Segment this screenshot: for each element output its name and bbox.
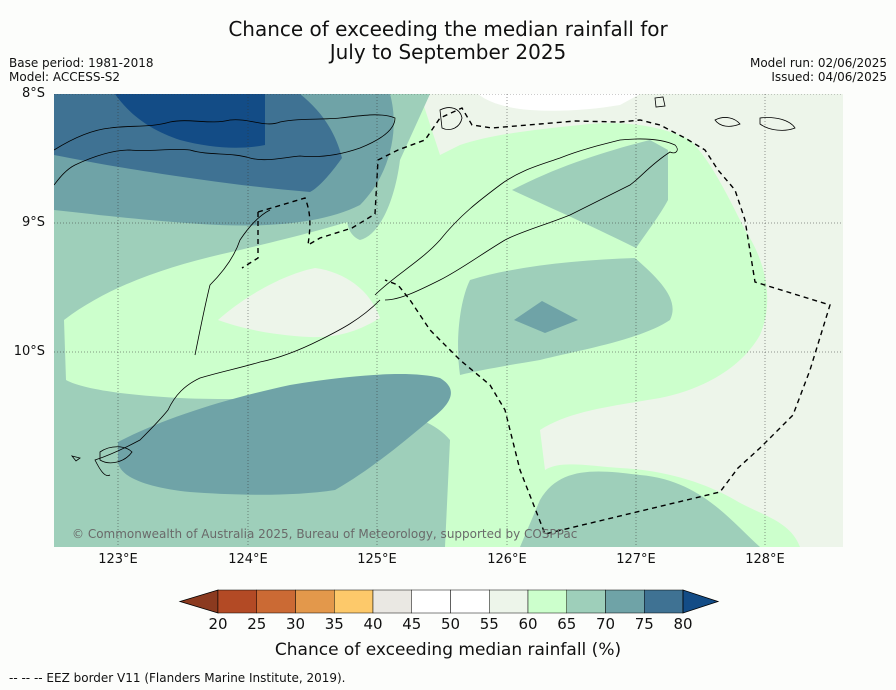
contour-70-75-south xyxy=(118,374,451,495)
colorbar-tick-label: 45 xyxy=(402,615,422,633)
flores-coast xyxy=(54,114,396,186)
colorbar-tick-label: 25 xyxy=(247,615,267,633)
eez-border xyxy=(241,107,831,535)
colorbar-title: Chance of exceeding median rainfall (%) xyxy=(274,640,622,660)
model-run-date: Model run: 02/06/2025 xyxy=(749,56,887,70)
lon-label-123e: 123°E xyxy=(98,552,138,567)
colorbar-segment xyxy=(411,589,451,614)
colorbar-segment xyxy=(527,589,567,614)
colorbar xyxy=(178,589,720,614)
model-name: Model: ACCESS-S2 xyxy=(9,70,121,84)
colorbar-segment xyxy=(256,589,296,614)
colorbar-tick-label: 70 xyxy=(595,615,616,633)
rote-island xyxy=(99,446,133,464)
timor-south-coast xyxy=(94,299,381,477)
model-info: Base period: 1981-2018 Model: ACCESS-S2 xyxy=(9,56,154,84)
colorbar-arrow-low xyxy=(178,589,219,614)
chart-title: Chance of exceeding the median rainfall … xyxy=(0,18,896,64)
colorbar-tick-label: 40 xyxy=(363,615,383,633)
contour-65-70-east xyxy=(512,140,668,248)
colorbar-tick-label: 60 xyxy=(518,615,538,633)
colorbar-segment xyxy=(372,589,412,614)
colorbar-segment xyxy=(450,589,490,614)
colorbar-tick-label: 75 xyxy=(634,615,654,633)
lat-label-9s: 9°S xyxy=(21,215,45,230)
colorbar-tick-label: 20 xyxy=(208,615,228,633)
title-line-1: Chance of exceeding the median rainfall … xyxy=(228,17,668,41)
sawu-island xyxy=(70,455,81,462)
colorbar-segment xyxy=(605,589,645,614)
colorbar-segment xyxy=(566,589,606,614)
colorbar-arrow-high xyxy=(682,589,720,614)
contour-70-75-patch xyxy=(514,301,578,333)
colorbar-tick-label: 50 xyxy=(440,615,461,633)
colorbar-segment xyxy=(217,589,257,614)
colorbar-tick-label: 55 xyxy=(479,615,499,633)
colorbar-segment xyxy=(295,589,335,614)
copyright-notice: © Commonwealth of Australia 2025, Bureau… xyxy=(72,527,578,541)
colorbar-segment xyxy=(644,589,684,614)
lon-label-125e: 125°E xyxy=(357,552,397,567)
colorbar-tick-label: 80 xyxy=(673,615,693,633)
coastlines xyxy=(54,96,796,477)
romang-island xyxy=(759,117,796,131)
colorbar-segment xyxy=(489,589,529,614)
lon-label-124e: 124°E xyxy=(228,552,268,567)
colorbar-tick-label: 35 xyxy=(324,615,344,633)
lon-label-127e: 127°E xyxy=(616,552,656,567)
lon-label-128e: 128°E xyxy=(745,552,785,567)
issued-date: Issued: 04/06/2025 xyxy=(771,70,887,84)
contour-50-55 xyxy=(478,94,640,111)
lat-label-10s: 10°S xyxy=(13,344,45,359)
colorbar-tick-label: 30 xyxy=(285,615,306,633)
lon-label-126e: 126°E xyxy=(487,552,527,567)
lat-label-8s: 8°S xyxy=(21,86,45,101)
small-island xyxy=(654,96,666,108)
title-line-2: July to September 2025 xyxy=(329,40,567,64)
base-period: Base period: 1981-2018 xyxy=(9,56,154,70)
contour-55-60-north xyxy=(420,94,843,547)
map-gridlines xyxy=(54,94,843,547)
colorbar-segment xyxy=(334,589,374,614)
wetar-island xyxy=(714,117,741,127)
timor-north-coast xyxy=(374,138,678,301)
colorbar-tick-label: 65 xyxy=(557,615,577,633)
contour-65-70-north-strip xyxy=(346,94,430,240)
probability-contours xyxy=(54,94,843,547)
alor-island xyxy=(439,107,463,130)
eez-footnote: -- -- -- EEZ border V11 (Flanders Marine… xyxy=(9,671,346,685)
contour-55-60-center xyxy=(218,268,380,338)
timor-west-coast xyxy=(194,209,271,356)
run-info: Model run: 02/06/2025 Issued: 04/06/2025 xyxy=(750,56,887,84)
